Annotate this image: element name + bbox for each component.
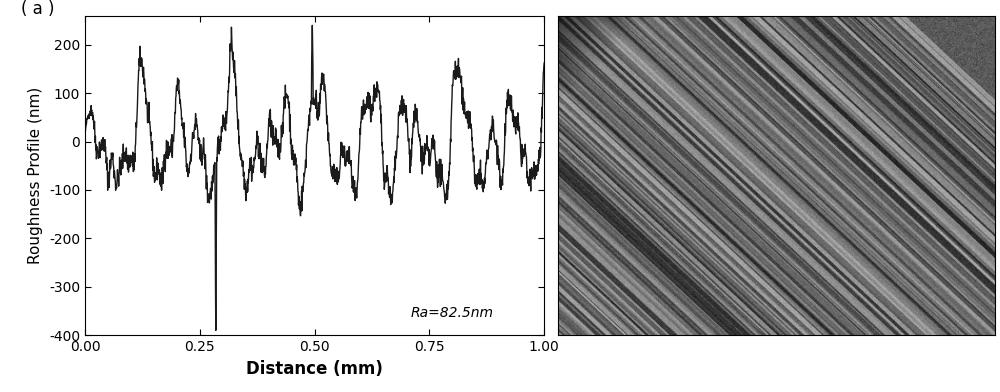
Text: Ra=82.5nm: Ra=82.5nm bbox=[411, 306, 494, 320]
Y-axis label: Roughness Profile (nm): Roughness Profile (nm) bbox=[28, 87, 43, 264]
Text: ( a ): ( a ) bbox=[21, 0, 54, 18]
X-axis label: Distance (mm): Distance (mm) bbox=[246, 359, 383, 377]
